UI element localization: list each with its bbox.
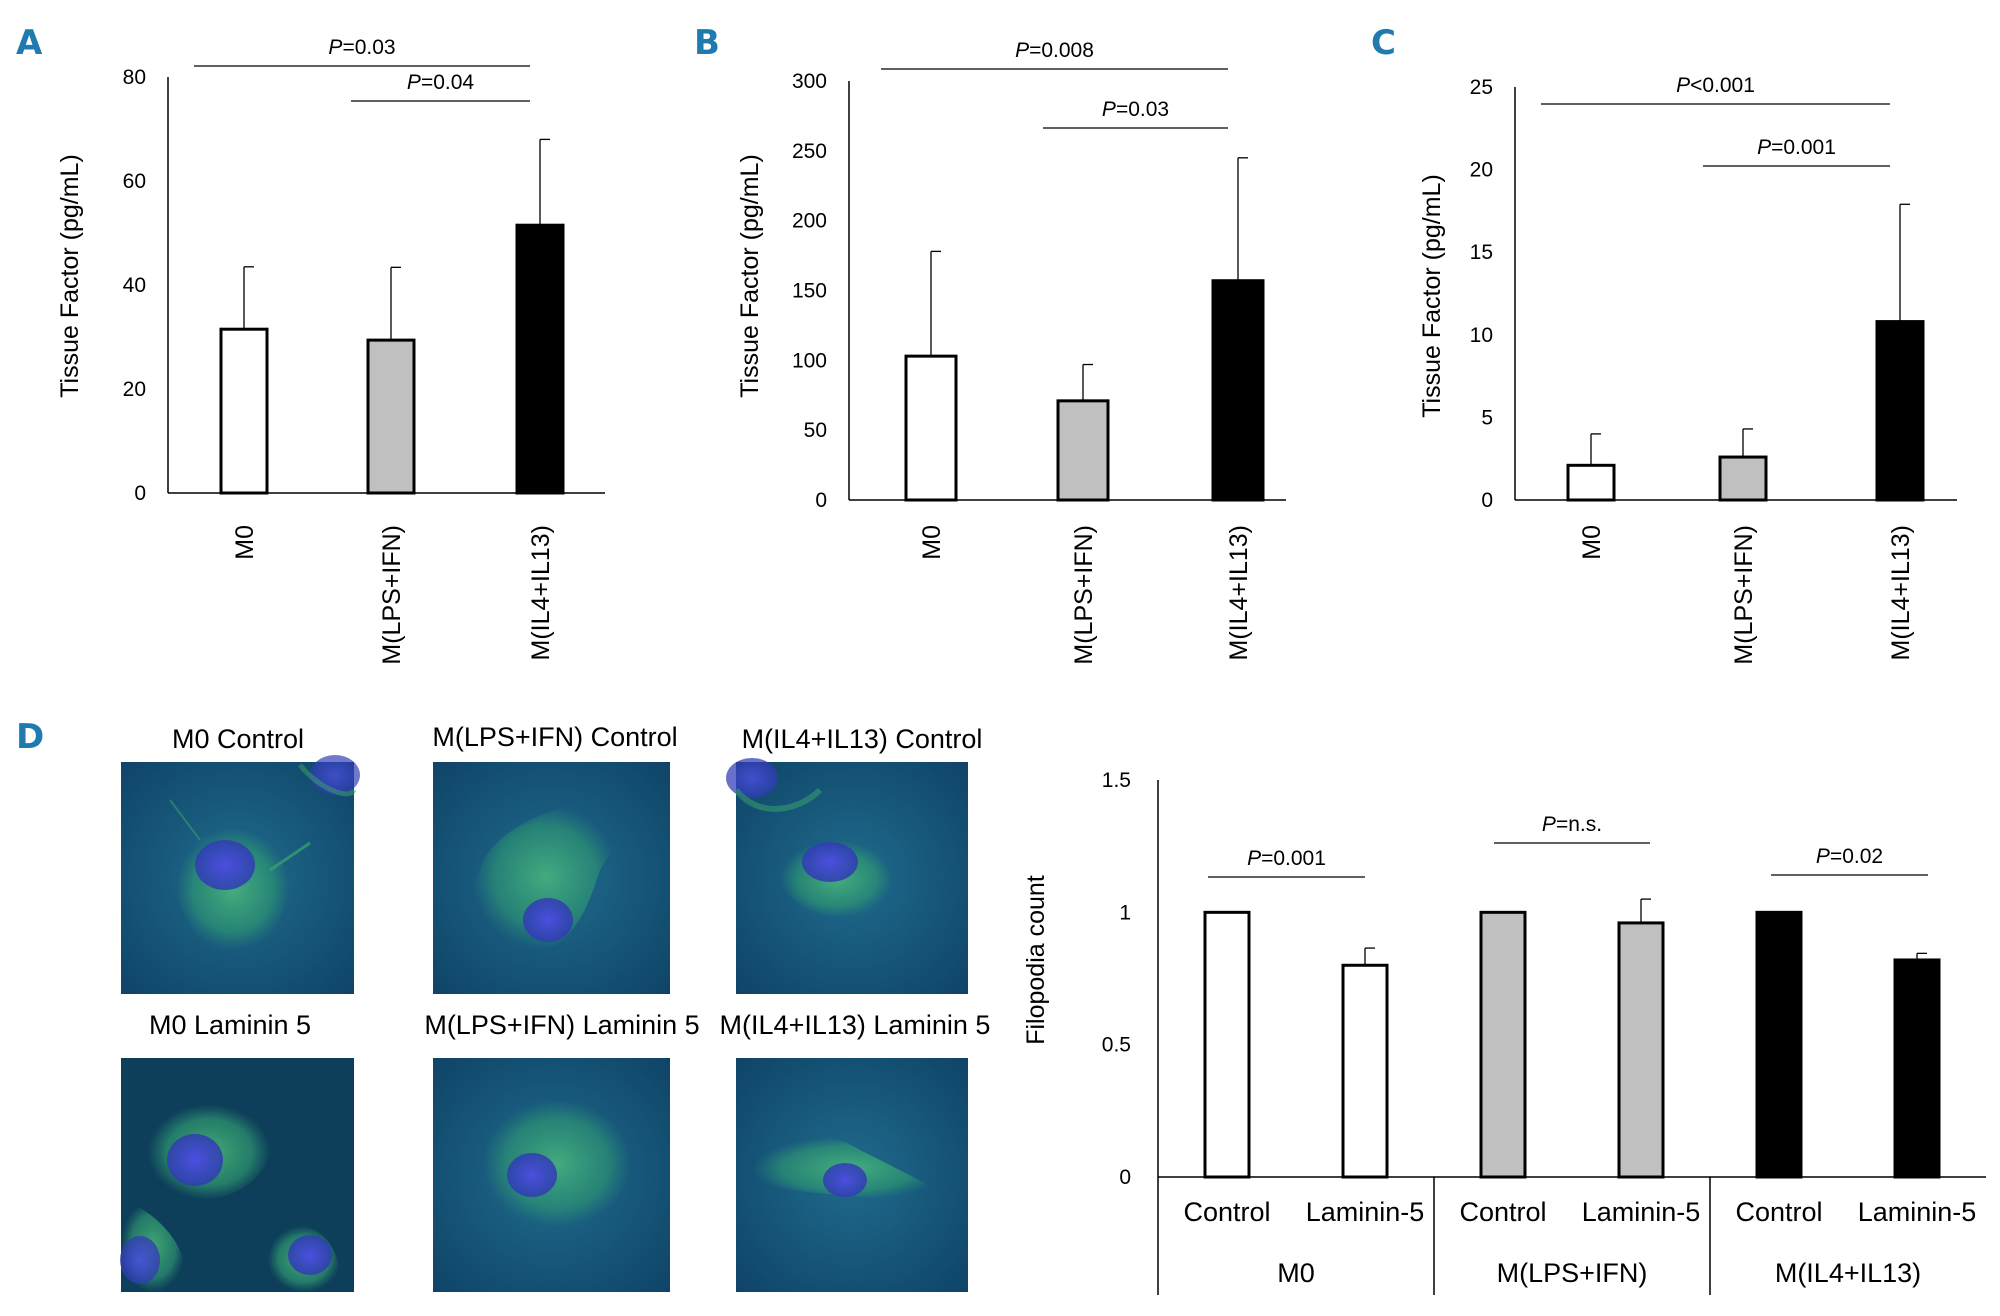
micrograph-il4-laminin xyxy=(736,1058,968,1292)
micrograph-lps-control xyxy=(433,762,670,994)
y-tick-label-c: 25 xyxy=(1470,76,1493,99)
category-label-c: M0 xyxy=(1578,525,1606,560)
chart-a: 0 20 40 60 80 Tissue Factor (pg/mL) M0 M(LPS+IF… xyxy=(56,36,605,665)
bar-d xyxy=(1755,910,1803,1179)
category-label-c: M(IL4+IL13) xyxy=(1887,525,1915,661)
subcategory-label-d: Control xyxy=(1459,1197,1546,1227)
y-tick-label-d: 0 xyxy=(1119,1166,1131,1189)
y-tick-label-b: 0 xyxy=(815,489,827,512)
bar-a xyxy=(219,327,269,495)
category-label-a: M(IL4+IL13) xyxy=(527,525,555,661)
micrograph-title-il4-control: M(IL4+IL13) Control xyxy=(742,724,983,754)
bar-b xyxy=(904,354,958,502)
bar-c xyxy=(1718,455,1768,502)
y-tick-label-b: 250 xyxy=(792,140,827,163)
category-label-b: M(IL4+IL13) xyxy=(1225,525,1253,661)
bar-d xyxy=(1479,910,1527,1179)
group-label-d: M(LPS+IFN) xyxy=(1497,1258,1648,1288)
category-label-b: M0 xyxy=(918,525,946,560)
p-value-label-d: P=0.02 xyxy=(1816,845,1883,868)
y-tick-label-b: 300 xyxy=(792,70,827,93)
y-tick-label-c: 10 xyxy=(1470,324,1493,347)
chart-d: 0 0.5 1 1.5 Filopodia count Control Laminin-5 M… xyxy=(1022,769,1986,1295)
y-axis-label-c: Tissue Factor (pg/mL) xyxy=(1418,174,1446,418)
y-tick-label-a: 0 xyxy=(134,482,146,505)
subcategory-label-d: Laminin-5 xyxy=(1306,1197,1425,1227)
p-value-label-b: P=0.03 xyxy=(1102,98,1169,121)
bar-c xyxy=(1875,320,1925,502)
subcategory-label-d: Control xyxy=(1183,1197,1270,1227)
panel-letter-b: B xyxy=(694,23,720,63)
micrograph-m0-laminin xyxy=(120,1058,354,1292)
micrograph-il4-control xyxy=(726,758,968,994)
p-value-label-a: P=0.04 xyxy=(407,71,474,94)
y-tick-label-b: 150 xyxy=(792,280,827,303)
panel-letter-a: A xyxy=(16,23,43,63)
p-value-label-c: P<0.001 xyxy=(1676,74,1755,97)
y-tick-label-b: 100 xyxy=(792,349,827,372)
p-value-label-b: P=0.008 xyxy=(1015,39,1094,62)
micrograph-title-lps-laminin: M(LPS+IFN) Laminin 5 xyxy=(424,1010,699,1040)
subcategory-label-d: Laminin-5 xyxy=(1858,1197,1977,1227)
y-tick-label-b: 200 xyxy=(792,210,827,233)
micrograph-lps-laminin xyxy=(433,1058,670,1292)
y-tick-label-d: 0.5 xyxy=(1102,1034,1131,1057)
panel-letter-d: D xyxy=(16,717,44,757)
group-label-d: M0 xyxy=(1277,1258,1315,1288)
bar-c xyxy=(1566,463,1616,502)
p-value-label-a: P=0.03 xyxy=(328,36,395,59)
y-tick-label-a: 60 xyxy=(123,170,146,193)
y-tick-label-d: 1.5 xyxy=(1102,769,1131,792)
micrograph-title-lps-control: M(LPS+IFN) Control xyxy=(432,722,677,752)
y-axis-label-a: Tissue Factor (pg/mL) xyxy=(56,154,84,398)
y-tick-label-c: 20 xyxy=(1470,159,1493,182)
bar-b xyxy=(1056,399,1110,502)
bar-b xyxy=(1211,279,1265,502)
chart-b: 0 50 100 150 200 250 300 Tissue Factor (pg/mL) M… xyxy=(736,39,1286,665)
bar-a xyxy=(515,223,565,495)
p-value-label-c: P=0.001 xyxy=(1757,136,1836,159)
p-value-label-d: P=0.001 xyxy=(1247,847,1326,870)
y-tick-label-a: 40 xyxy=(123,274,146,297)
chart-c: 0 5 10 15 20 25 Tissue Factor (pg/mL) M0 M(LPS+I… xyxy=(1418,74,1957,665)
p-value-label-d: P=n.s. xyxy=(1542,813,1602,836)
y-tick-label-c: 0 xyxy=(1481,489,1493,512)
bar-d xyxy=(1203,910,1251,1179)
category-label-b: M(LPS+IFN) xyxy=(1070,525,1098,665)
bar-d xyxy=(1893,958,1941,1179)
bar-d xyxy=(1341,963,1389,1179)
category-label-c: M(LPS+IFN) xyxy=(1730,525,1758,665)
category-label-a: M(LPS+IFN) xyxy=(378,525,406,665)
category-label-a: M0 xyxy=(231,525,259,560)
y-tick-label-a: 20 xyxy=(123,378,146,401)
micrograph-m0-control xyxy=(121,755,360,994)
y-axis-label-d: Filopodia count xyxy=(1022,875,1050,1045)
bar-d xyxy=(1617,921,1665,1179)
y-tick-label-c: 5 xyxy=(1481,406,1493,429)
micrograph-title-m0-laminin: M0 Laminin 5 xyxy=(149,1010,311,1040)
micrograph-title-il4-laminin: M(IL4+IL13) Laminin 5 xyxy=(720,1010,991,1040)
y-tick-label-b: 50 xyxy=(804,419,827,442)
y-tick-label-a: 80 xyxy=(123,66,146,89)
micrograph-title-m0-control: M0 Control xyxy=(172,724,304,754)
bar-a xyxy=(366,338,416,495)
y-axis-label-b: Tissue Factor (pg/mL) xyxy=(736,154,764,398)
panel-letter-c: C xyxy=(1371,23,1396,63)
y-tick-label-c: 15 xyxy=(1470,241,1493,264)
subcategory-label-d: Laminin-5 xyxy=(1582,1197,1701,1227)
y-tick-label-d: 1 xyxy=(1119,901,1131,924)
subcategory-label-d: Control xyxy=(1735,1197,1822,1227)
group-label-d: M(IL4+IL13) xyxy=(1775,1258,1921,1288)
